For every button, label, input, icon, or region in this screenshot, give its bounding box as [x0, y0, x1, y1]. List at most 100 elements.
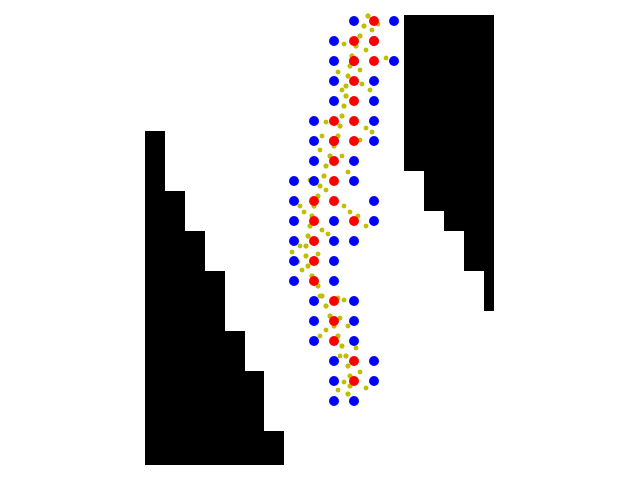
yellow-trail-dot	[317, 183, 323, 189]
blue-dot	[309, 296, 319, 306]
red-dot	[329, 316, 339, 326]
red-dot	[349, 356, 359, 366]
yellow-trail-dot	[299, 267, 305, 273]
red-dot	[349, 116, 359, 126]
blue-dot	[369, 76, 379, 86]
yellow-trail-dot	[303, 253, 309, 259]
trail-layer	[289, 13, 389, 397]
yellow-trail-dot	[301, 209, 307, 215]
red-dot	[349, 376, 359, 386]
yellow-trail-dot	[323, 327, 329, 333]
blue-dot	[289, 216, 299, 226]
yellow-trail-dot	[339, 87, 345, 93]
yellow-trail-dot	[317, 333, 323, 339]
blue-dot	[329, 256, 339, 266]
blue-dot	[369, 376, 379, 386]
yellow-trail-dot	[383, 55, 389, 61]
blue-dot	[349, 16, 359, 26]
blue-dot	[349, 396, 359, 406]
red-dot	[349, 56, 359, 66]
yellow-trail-dot	[303, 243, 309, 249]
blue-dot	[309, 136, 319, 146]
blue-dot	[289, 196, 299, 206]
yellow-trail-dot	[369, 129, 375, 135]
yellow-trail-dot	[325, 231, 331, 237]
yellow-trail-dot	[345, 169, 351, 175]
blue-dot	[349, 316, 359, 326]
red-dot	[329, 296, 339, 306]
yellow-trail-dot	[357, 33, 363, 39]
blue-dot	[329, 36, 339, 46]
red-dot	[329, 156, 339, 166]
blue-dot	[329, 236, 339, 246]
red-dot	[329, 176, 339, 186]
yellow-trail-dot	[323, 187, 329, 193]
yellow-trail-dot	[343, 93, 349, 99]
blue-dot	[349, 236, 359, 246]
blue-dot	[329, 396, 339, 406]
yellow-trail-dot	[323, 119, 329, 125]
blue-dots-layer	[289, 16, 399, 406]
red-dot	[329, 196, 339, 206]
yellow-trail-dot	[341, 103, 347, 109]
yellow-trail-dot	[365, 13, 371, 19]
blue-dot	[349, 336, 359, 346]
blue-dot	[369, 116, 379, 126]
red-dot	[329, 116, 339, 126]
yellow-trail-dot	[347, 209, 353, 215]
blue-dot	[369, 196, 379, 206]
yellow-trail-dot	[321, 173, 327, 179]
yellow-trail-dot	[357, 369, 363, 375]
yellow-trail-dot	[357, 67, 363, 73]
yellow-trail-dot	[353, 345, 359, 351]
yellow-trail-dot	[317, 147, 323, 153]
red-dot	[349, 136, 359, 146]
blue-dot	[309, 316, 319, 326]
red-dot	[369, 36, 379, 46]
yellow-trail-dot	[367, 87, 373, 93]
red-dot	[369, 56, 379, 66]
yellow-trail-dot	[305, 233, 311, 239]
yellow-trail-dot	[341, 41, 347, 47]
blue-dot	[349, 296, 359, 306]
blue-dot	[369, 356, 379, 366]
blue-dot	[289, 276, 299, 286]
blue-dot	[329, 56, 339, 66]
yellow-trail-dot	[345, 391, 351, 397]
yellow-trail-dot	[339, 113, 345, 119]
red-dot	[309, 256, 319, 266]
yellow-trail-dot	[323, 163, 329, 169]
blue-dot	[389, 56, 399, 66]
blue-dot	[369, 136, 379, 146]
yellow-trail-dot	[345, 323, 351, 329]
walls-layer	[145, 15, 494, 465]
blue-dot	[349, 176, 359, 186]
red-dot	[309, 216, 319, 226]
blue-dot	[369, 216, 379, 226]
yellow-trail-dot	[345, 363, 351, 369]
blue-dot	[309, 156, 319, 166]
yellow-trail-dot	[343, 353, 349, 359]
red-dots-layer	[309, 16, 379, 386]
red-dot	[329, 136, 339, 146]
blue-dot	[329, 216, 339, 226]
yellow-trail-dot	[363, 385, 369, 391]
red-dot	[309, 196, 319, 206]
blue-dot	[309, 116, 319, 126]
red-dot	[309, 276, 319, 286]
yellow-trail-dot	[319, 133, 325, 139]
blue-dot	[369, 96, 379, 106]
yellow-trail-dot	[363, 223, 369, 229]
blue-dot	[289, 236, 299, 246]
yellow-trail-dot	[335, 387, 341, 393]
red-dot	[349, 216, 359, 226]
right-wall-staircase	[404, 15, 494, 311]
yellow-trail-dot	[345, 73, 351, 79]
yellow-trail-dot	[341, 203, 347, 209]
blue-dot	[329, 356, 339, 366]
yellow-trail-dot	[337, 123, 343, 129]
blue-dot	[309, 176, 319, 186]
yellow-trail-dot	[361, 23, 367, 29]
